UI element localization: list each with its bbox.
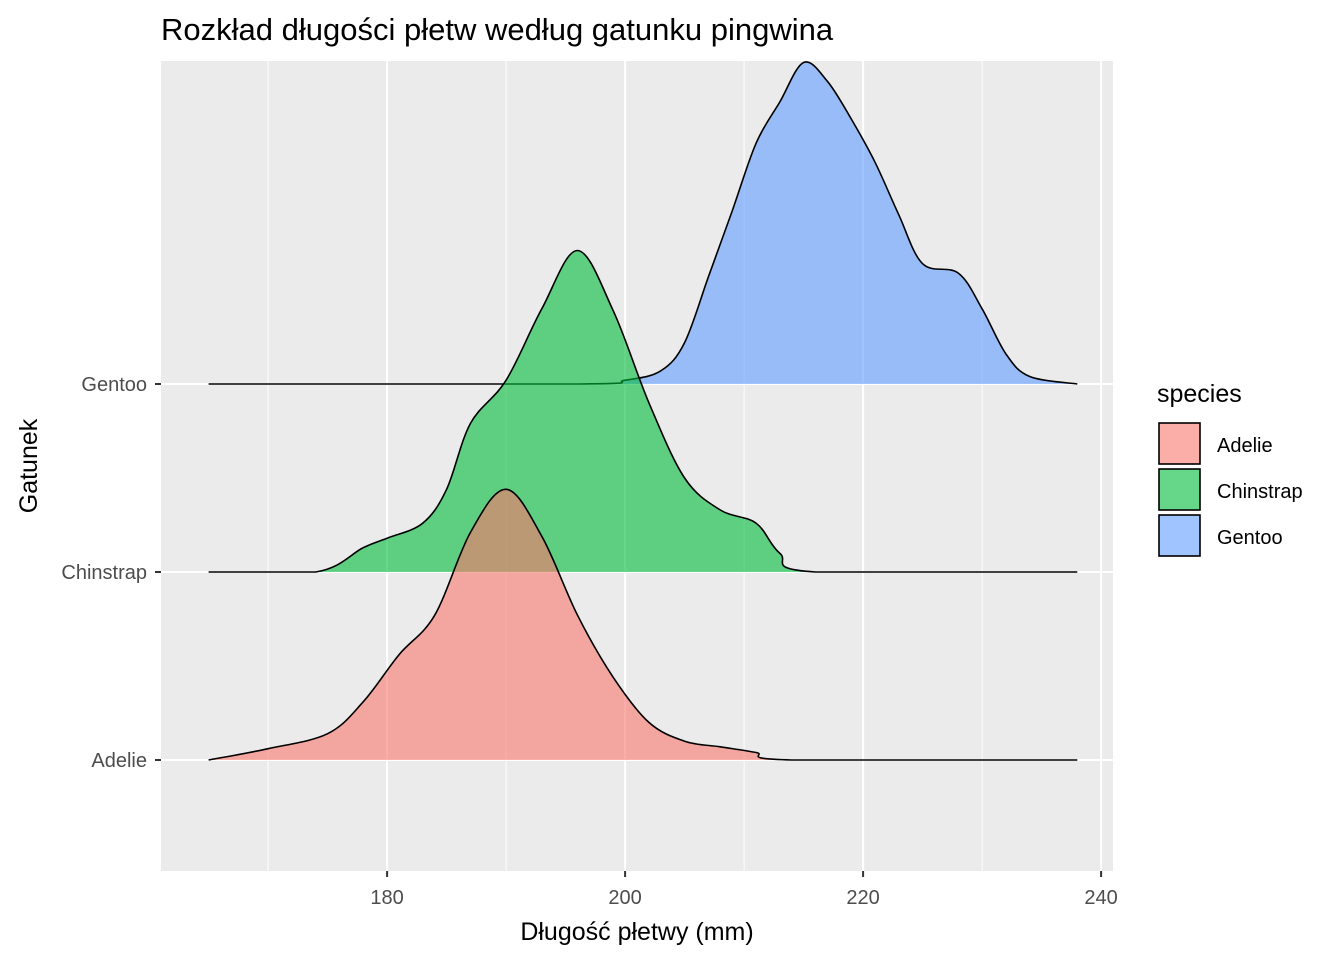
legend-swatch-adelie — [1158, 422, 1201, 465]
legend-swatch-chinstrap — [1158, 468, 1201, 511]
y-tick-label-adelie: Adelie — [91, 750, 147, 772]
legend-title: species — [1157, 380, 1242, 408]
ridge-line-chinstrap — [208, 249, 1078, 573]
legend: species Adelie Chinstrap Gentoo — [1157, 380, 1303, 557]
ridge-area-chinstrap — [208, 250, 1078, 573]
x-axis: 180 200 220 240 — [370, 871, 1118, 909]
density-ridges — [208, 61, 1078, 761]
x-axis-title: Długość płetwy (mm) — [520, 918, 753, 946]
legend-label-adelie: Adelie — [1217, 435, 1273, 457]
legend-label-gentoo: Gentoo — [1217, 527, 1283, 549]
y-tick-label-chinstrap: Chinstrap — [61, 562, 147, 584]
ridge-area-adelie — [208, 489, 1078, 760]
x-tick-label: 240 — [1084, 887, 1117, 909]
x-tick-label: 220 — [846, 887, 879, 909]
ridge-line-adelie — [208, 488, 1078, 761]
chart-title: Rozkład długości płetw według gatunku pi… — [161, 12, 834, 47]
x-tick-label: 200 — [608, 887, 641, 909]
legend-label-chinstrap: Chinstrap — [1217, 481, 1303, 503]
y-axis-title: Gatunek — [15, 418, 43, 513]
legend-swatch-gentoo — [1158, 514, 1201, 557]
y-tick-label-gentoo: Gentoo — [81, 374, 147, 396]
y-axis: Adelie Chinstrap Gentoo — [61, 374, 161, 772]
x-tick-label: 180 — [370, 887, 403, 909]
ridge-area-gentoo — [208, 61, 1078, 384]
